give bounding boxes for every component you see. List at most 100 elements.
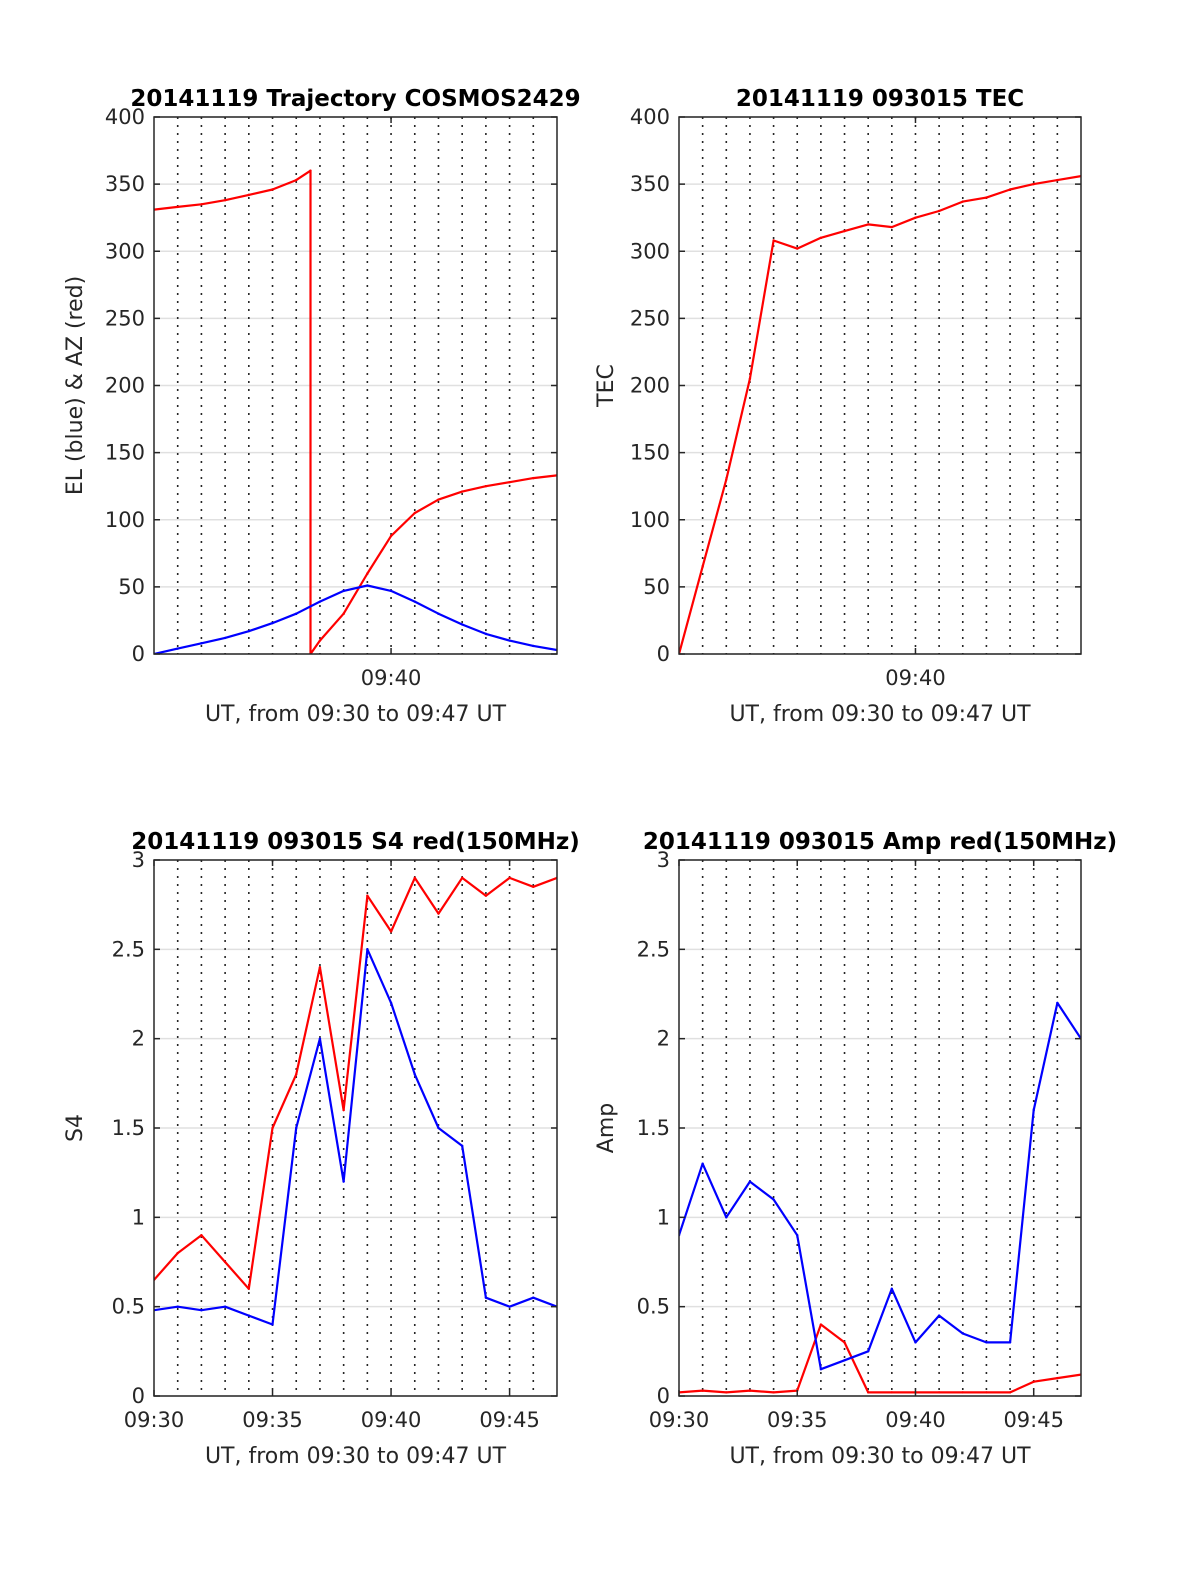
- data-point: [532, 885, 535, 888]
- series-group: [154, 169, 557, 654]
- data-point: [532, 476, 535, 480]
- y-tick-label: 350: [630, 172, 670, 196]
- data-point: [819, 1323, 823, 1326]
- data-point: [701, 1389, 704, 1392]
- y-tick-label: 400: [105, 105, 145, 129]
- chart-title: 20141119 Trajectory COSMOS2429: [130, 86, 580, 112]
- data-point: [890, 225, 894, 229]
- y-tick-label: 1: [132, 1205, 145, 1229]
- data-point: [725, 478, 728, 481]
- data-point: [176, 205, 179, 209]
- data-point: [1008, 188, 1012, 191]
- y-tick-label: 3: [657, 848, 670, 872]
- y-tick-label: 200: [630, 374, 670, 398]
- data-point: [223, 1305, 227, 1308]
- y-tick-label: 2: [132, 1027, 145, 1051]
- data-point: [413, 600, 416, 603]
- data-point: [484, 1296, 488, 1299]
- data-point: [1032, 1108, 1035, 1112]
- data-point: [985, 196, 988, 199]
- series-line-2: [154, 948, 557, 1326]
- y-tick-label: 0.5: [112, 1295, 145, 1319]
- panel-3: 0 0.5 1 1.5 2 2.5 3 09:30 09:35 09:40 09:45 2014111…: [63, 829, 580, 1469]
- y-tick-label: 2: [657, 1027, 670, 1051]
- x-tick-label: 09:40: [885, 1408, 946, 1432]
- data-point: [532, 644, 535, 648]
- data-point: [247, 629, 251, 633]
- data-point: [389, 589, 393, 593]
- data-point: [295, 1073, 298, 1076]
- data-point: [389, 930, 393, 933]
- data-point: [748, 377, 752, 380]
- data-point: [843, 1359, 846, 1362]
- series-line-2: [154, 584, 557, 654]
- data-point: [295, 612, 298, 615]
- data-point: [247, 1287, 251, 1291]
- data-point: [342, 589, 345, 593]
- data-point: [725, 1216, 728, 1219]
- y-axis-label: TEC: [594, 364, 619, 408]
- y-tick-label: 1.5: [112, 1116, 145, 1140]
- data-point: [484, 484, 488, 488]
- data-point: [271, 188, 274, 191]
- data-point: [1032, 1380, 1035, 1383]
- y-tick-label: 300: [105, 239, 145, 263]
- chart-title: 20141119 093015 S4 red(150MHz): [131, 829, 580, 855]
- series-group: [679, 174, 1081, 654]
- data-point: [318, 600, 322, 603]
- data-point: [1008, 1341, 1012, 1344]
- y-tick-label: 200: [105, 374, 145, 398]
- data-point: [725, 1391, 728, 1394]
- data-point: [271, 1126, 274, 1130]
- data-point: [508, 639, 511, 642]
- data-point: [985, 1341, 988, 1344]
- y-tick-label: 250: [105, 306, 145, 330]
- y-tick-label: 50: [118, 575, 145, 599]
- data-point: [247, 1314, 251, 1317]
- data-point: [890, 1287, 894, 1291]
- series-line-1: [679, 1323, 1081, 1394]
- data-point: [937, 1314, 941, 1317]
- x-tick-label: 09:45: [1003, 1408, 1064, 1432]
- series-line-1: [154, 169, 557, 654]
- x-tick-label: 09:35: [767, 1408, 828, 1432]
- data-point: [961, 1332, 964, 1335]
- data-point: [223, 1260, 227, 1264]
- y-tick-label: 1: [657, 1205, 670, 1229]
- data-point: [200, 1234, 203, 1237]
- y-tick-label: 0: [132, 642, 145, 666]
- series-line-1: [154, 876, 557, 1290]
- data-point: [342, 1108, 345, 1112]
- x-axis-label: UT, from 09:30 to 09:47 UT: [205, 702, 507, 727]
- data-point: [701, 565, 704, 568]
- data-point: [748, 1389, 752, 1392]
- x-tick-label: 09:40: [885, 666, 946, 690]
- y-tick-label: 400: [630, 105, 670, 129]
- data-point: [271, 1323, 274, 1326]
- data-point: [843, 229, 846, 233]
- data-point: [914, 216, 917, 219]
- data-point: [318, 966, 322, 969]
- data-point: [772, 239, 775, 242]
- data-point: [295, 178, 298, 182]
- panel-4: 0 0.5 1 1.5 2 2.5 3 09:30 09:35 09:40 09:45 2014111…: [594, 829, 1117, 1469]
- data-point: [413, 511, 416, 515]
- y-tick-label: 2.5: [637, 937, 670, 961]
- data-point: [508, 1305, 511, 1308]
- y-axis-label: EL (blue) & AZ (red): [63, 276, 88, 495]
- data-point: [866, 223, 870, 226]
- y-tick-label: 300: [630, 239, 670, 263]
- data-point: [271, 621, 274, 625]
- y-tick-label: 100: [105, 508, 145, 532]
- x-tick-label: 09:40: [361, 666, 422, 690]
- data-point: [318, 1037, 322, 1040]
- data-point: [772, 1198, 775, 1201]
- data-point: [890, 1391, 894, 1394]
- data-point: [366, 584, 369, 587]
- x-tick-label: 09:35: [242, 1408, 303, 1432]
- data-point: [247, 193, 251, 197]
- y-tick-label: 100: [630, 508, 670, 532]
- data-point: [937, 209, 941, 213]
- y-tick-label: 250: [630, 306, 670, 330]
